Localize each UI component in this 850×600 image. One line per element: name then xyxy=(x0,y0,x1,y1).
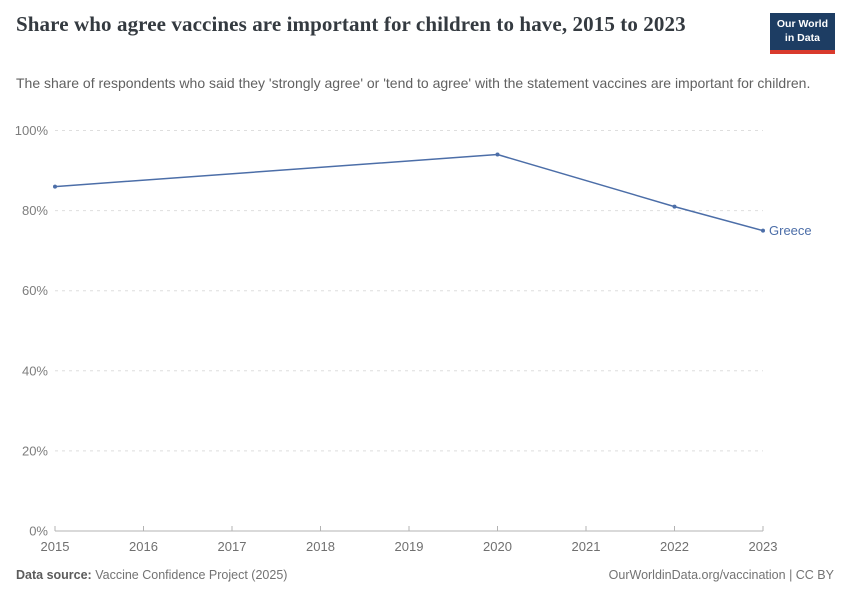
y-tick-label: 20% xyxy=(22,443,48,458)
x-tick-label: 2017 xyxy=(218,539,247,554)
chart-subtitle: The share of respondents who said they '… xyxy=(16,75,811,91)
y-tick-label: 100% xyxy=(15,123,49,138)
data-line-greece[interactable] xyxy=(54,153,764,232)
footer-attribution[interactable]: OurWorldinData.org/vaccination | CC BY xyxy=(609,568,834,582)
data-source-label: Data source: xyxy=(16,568,92,582)
series-label[interactable]: Greece xyxy=(769,223,812,238)
x-tick-label: 2023 xyxy=(749,539,778,554)
page-title: Share who agree vaccines are important f… xyxy=(16,12,686,36)
x-tick-label: 2019 xyxy=(395,539,424,554)
owid-logo-line2: in Data xyxy=(784,31,820,44)
chart-footer: Data source: Vaccine Confidence Project … xyxy=(16,568,834,582)
line-chart[interactable]: 0% 20% 40% 60% 80% 100% 2015 2016 2017 2018 2019 20… xyxy=(0,118,850,565)
footer-link[interactable]: OurWorldinData.org/vaccination | CC BY xyxy=(608,568,834,582)
data-source-text: Vaccine Confidence Project (2025) xyxy=(91,568,288,582)
x-tick-label: 2016 xyxy=(129,539,158,554)
x-tick-label: 2020 xyxy=(483,539,512,554)
x-tick-label: 2021 xyxy=(572,539,601,554)
y-tick-label: 0% xyxy=(29,524,48,539)
data-point[interactable] xyxy=(761,228,765,233)
owid-logo-line1: Our World xyxy=(776,18,828,30)
y-tick-label: 60% xyxy=(22,283,48,298)
data-point[interactable] xyxy=(495,152,500,157)
data-point[interactable] xyxy=(53,184,57,189)
data-source: Data source: Vaccine Confidence Project … xyxy=(16,568,287,582)
y-tick-label: 40% xyxy=(22,363,48,378)
y-tick-label: 80% xyxy=(22,203,48,218)
owid-logo[interactable]: Our World in Data xyxy=(769,13,835,55)
x-tick-label: 2022 xyxy=(660,539,689,554)
x-tick-label: 2015 xyxy=(41,539,70,554)
x-tick-label: 2018 xyxy=(306,539,335,554)
data-point[interactable] xyxy=(672,204,677,209)
